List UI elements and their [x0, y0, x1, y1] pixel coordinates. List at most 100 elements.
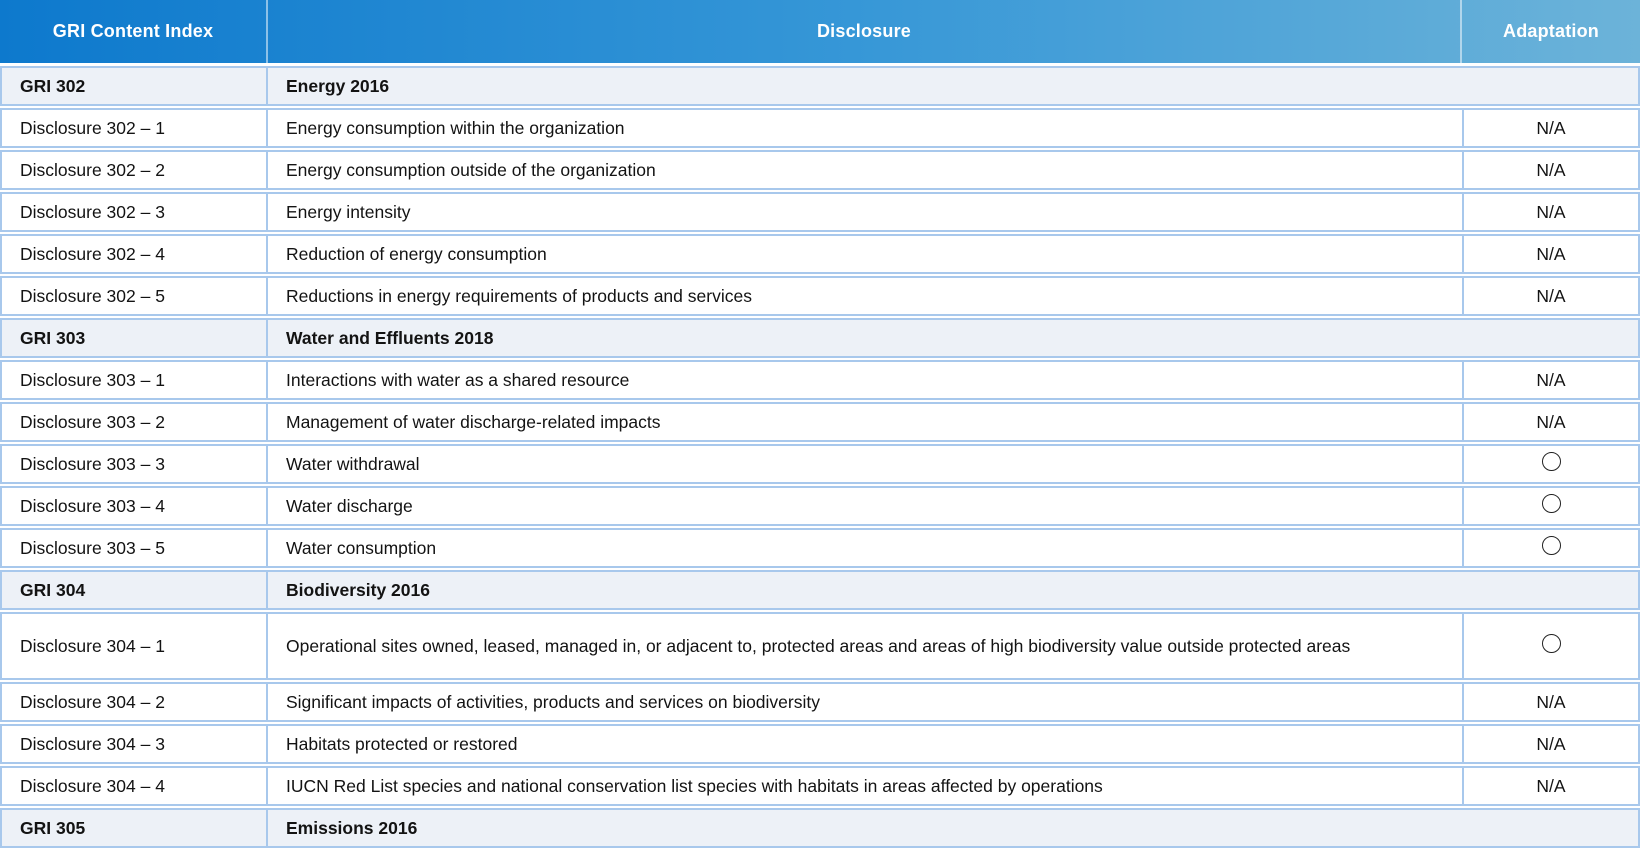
section-row: GRI 304 Biodiversity 2016 [0, 570, 1640, 610]
disclosure-id-cell: Disclosure 303 – 5 [2, 530, 268, 566]
disclosure-id-cell: Disclosure 302 – 5 [2, 278, 268, 314]
adaptation-circle-icon [1541, 536, 1561, 555]
section-id-cell: GRI 302 [2, 68, 268, 104]
table-row: Disclosure 302 – 1 Energy consumption wi… [0, 108, 1640, 148]
disclosure-text-cell: Energy intensity [268, 194, 1464, 230]
table-row: Disclosure 303 – 2 Management of water d… [0, 402, 1640, 442]
adaptation-value [1541, 494, 1561, 518]
section-title-cell: Energy 2016 [268, 68, 1638, 104]
disclosure-text-label: Significant impacts of activities, produ… [286, 691, 820, 712]
disclosure-id-label: Disclosure 302 – 2 [20, 160, 165, 180]
adaptation-cell: N/A [1464, 768, 1638, 804]
adaptation-circle-icon [1541, 452, 1561, 471]
adaptation-value: N/A [1536, 201, 1566, 222]
disclosure-id-cell: Disclosure 302 – 3 [2, 194, 268, 230]
table-row: Disclosure 303 – 5 Water consumption [0, 528, 1640, 568]
disclosure-id-cell: Disclosure 304 – 2 [2, 684, 268, 720]
disclosure-text-cell: Management of water discharge-related im… [268, 404, 1464, 440]
table-row: Disclosure 303 – 3 Water withdrawal [0, 444, 1640, 484]
section-id-label: GRI 303 [20, 328, 86, 348]
adaptation-cell: N/A [1464, 278, 1638, 314]
disclosure-text-label: Reduction of energy consumption [286, 243, 547, 264]
adaptation-value: N/A [1536, 733, 1566, 754]
section-id-cell: GRI 304 [2, 572, 268, 608]
adaptation-cell: N/A [1464, 684, 1638, 720]
disclosure-id-label: Disclosure 303 – 3 [20, 454, 165, 474]
disclosure-text-label: Energy intensity [286, 201, 411, 222]
disclosure-id-label: Disclosure 303 – 1 [20, 370, 165, 390]
disclosure-id-cell: Disclosure 304 – 1 [2, 614, 268, 678]
table-row: Disclosure 303 – 4 Water discharge [0, 486, 1640, 526]
adaptation-circle-icon [1541, 494, 1561, 513]
adaptation-value: N/A [1536, 117, 1566, 138]
adaptation-cell: N/A [1464, 110, 1638, 146]
adaptation-cell [1464, 614, 1638, 678]
adaptation-value: N/A [1536, 691, 1566, 712]
disclosure-id-cell: Disclosure 303 – 1 [2, 362, 268, 398]
section-title-cell: Biodiversity 2016 [268, 572, 1638, 608]
adaptation-cell: N/A [1464, 236, 1638, 272]
adaptation-circle-icon [1541, 634, 1561, 653]
disclosure-id-label: Disclosure 302 – 3 [20, 202, 165, 222]
disclosure-id-label: Disclosure 303 – 5 [20, 538, 165, 558]
adaptation-cell: N/A [1464, 726, 1638, 762]
disclosure-id-label: Disclosure 303 – 2 [20, 412, 165, 432]
section-row: GRI 302 Energy 2016 [0, 66, 1640, 106]
disclosure-text-label: IUCN Red List species and national conse… [286, 775, 1103, 796]
table-row: Disclosure 304 – 3 Habitats protected or… [0, 724, 1640, 764]
table-body: GRI 302 Energy 2016 Disclosure 302 – 1 E… [0, 66, 1640, 848]
table-row: Disclosure 304 – 4 IUCN Red List species… [0, 766, 1640, 806]
disclosure-id-cell: Disclosure 303 – 4 [2, 488, 268, 524]
disclosure-id-label: Disclosure 304 – 4 [20, 776, 165, 796]
disclosure-id-label: Disclosure 303 – 4 [20, 496, 165, 516]
adaptation-value: N/A [1536, 411, 1566, 432]
adaptation-cell: N/A [1464, 194, 1638, 230]
section-title-cell: Water and Effluents 2018 [268, 320, 1638, 356]
adaptation-value [1541, 536, 1561, 560]
section-id-cell: GRI 305 [2, 810, 268, 846]
disclosure-text-cell: Significant impacts of activities, produ… [268, 684, 1464, 720]
section-title-label: Energy 2016 [286, 76, 390, 96]
disclosure-text-cell: Water discharge [268, 488, 1464, 524]
header-adaptation: Adaptation [1503, 21, 1599, 41]
disclosure-id-cell: Disclosure 303 – 2 [2, 404, 268, 440]
adaptation-value: N/A [1536, 775, 1566, 796]
section-row: GRI 305 Emissions 2016 [0, 808, 1640, 848]
section-id-label: GRI 305 [20, 818, 86, 838]
adaptation-value: N/A [1536, 369, 1566, 390]
disclosure-id-label: Disclosure 304 – 2 [20, 692, 165, 712]
table-row: Disclosure 304 – 1 Operational sites own… [0, 612, 1640, 680]
disclosure-text-cell: Energy consumption within the organizati… [268, 110, 1464, 146]
disclosure-text-cell: Habitats protected or restored [268, 726, 1464, 762]
disclosure-text-cell: Water consumption [268, 530, 1464, 566]
adaptation-value: N/A [1536, 285, 1566, 306]
disclosure-text-cell: IUCN Red List species and national conse… [268, 768, 1464, 804]
adaptation-value [1541, 634, 1561, 658]
header-disclosure: Disclosure [268, 0, 1462, 63]
section-row: GRI 303 Water and Effluents 2018 [0, 318, 1640, 358]
adaptation-cell: N/A [1464, 404, 1638, 440]
disclosure-id-label: Disclosure 302 – 5 [20, 286, 165, 306]
table-row: Disclosure 303 – 1 Interactions with wat… [0, 360, 1640, 400]
disclosure-text-label: Energy consumption outside of the organi… [286, 159, 656, 180]
disclosure-text-cell: Reductions in energy requirements of pro… [268, 278, 1464, 314]
disclosure-text-label: Interactions with water as a shared reso… [286, 369, 630, 390]
disclosure-text-label: Habitats protected or restored [286, 733, 518, 754]
disclosure-id-label: Disclosure 302 – 4 [20, 244, 165, 264]
section-id-cell: GRI 303 [2, 320, 268, 356]
disclosure-text-cell: Interactions with water as a shared reso… [268, 362, 1464, 398]
disclosure-id-cell: Disclosure 304 – 4 [2, 768, 268, 804]
disclosure-id-cell: Disclosure 303 – 3 [2, 446, 268, 482]
table-row: Disclosure 302 – 4 Reduction of energy c… [0, 234, 1640, 274]
adaptation-cell [1464, 530, 1638, 566]
disclosure-text-label: Management of water discharge-related im… [286, 411, 661, 432]
adaptation-value: N/A [1536, 243, 1566, 264]
disclosure-text-label: Water withdrawal [286, 453, 420, 474]
disclosure-text-cell: Reduction of energy consumption [268, 236, 1464, 272]
disclosure-text-cell: Water withdrawal [268, 446, 1464, 482]
section-title-label: Emissions 2016 [286, 818, 418, 838]
disclosure-text-label: Reductions in energy requirements of pro… [286, 285, 752, 306]
adaptation-cell [1464, 446, 1638, 482]
disclosure-text-label: Water consumption [286, 537, 437, 558]
section-title-cell: Emissions 2016 [268, 810, 1638, 846]
